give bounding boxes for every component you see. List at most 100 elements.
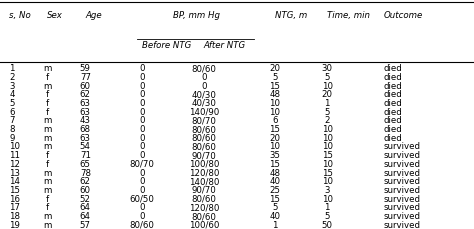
Text: 0: 0 <box>139 169 145 177</box>
Text: 10: 10 <box>9 142 20 151</box>
Text: 25: 25 <box>269 186 281 195</box>
Text: 10: 10 <box>321 134 333 143</box>
Text: 6: 6 <box>9 108 15 117</box>
Text: s, No: s, No <box>9 11 31 20</box>
Text: 40/30: 40/30 <box>191 99 216 108</box>
Text: f: f <box>46 99 49 108</box>
Text: 90/70: 90/70 <box>191 151 216 160</box>
Text: 1: 1 <box>324 203 330 212</box>
Text: 64: 64 <box>80 212 91 221</box>
Text: 80/60: 80/60 <box>191 134 216 143</box>
Text: 80/60: 80/60 <box>191 142 216 151</box>
Text: 0: 0 <box>139 99 145 108</box>
Text: 3: 3 <box>9 82 15 90</box>
Text: 50: 50 <box>321 221 333 229</box>
Text: 1: 1 <box>324 99 330 108</box>
Text: 80/70: 80/70 <box>130 160 155 169</box>
Text: m: m <box>43 169 52 177</box>
Text: 0: 0 <box>139 203 145 212</box>
Text: survived: survived <box>384 212 421 221</box>
Text: f: f <box>46 195 49 204</box>
Text: 10: 10 <box>321 195 333 204</box>
Text: m: m <box>43 177 52 186</box>
Text: 14: 14 <box>9 177 20 186</box>
Text: 10: 10 <box>321 142 333 151</box>
Text: 0: 0 <box>139 142 145 151</box>
Text: 30: 30 <box>321 64 333 73</box>
Text: 4: 4 <box>9 90 15 99</box>
Text: 35: 35 <box>269 151 281 160</box>
Text: 0: 0 <box>139 73 145 82</box>
Text: died: died <box>384 134 403 143</box>
Text: died: died <box>384 82 403 90</box>
Text: 5: 5 <box>272 73 278 82</box>
Text: 5: 5 <box>324 108 330 117</box>
Text: f: f <box>46 160 49 169</box>
Text: Sex: Sex <box>47 11 63 20</box>
Text: died: died <box>384 90 403 99</box>
Text: 40: 40 <box>269 177 281 186</box>
Text: 5: 5 <box>324 73 330 82</box>
Text: survived: survived <box>384 160 421 169</box>
Text: 15: 15 <box>269 82 281 90</box>
Text: 80/70: 80/70 <box>191 116 216 125</box>
Text: 0: 0 <box>139 82 145 90</box>
Text: survived: survived <box>384 203 421 212</box>
Text: survived: survived <box>384 221 421 229</box>
Text: survived: survived <box>384 142 421 151</box>
Text: Before NTG: Before NTG <box>142 41 191 50</box>
Text: 15: 15 <box>269 160 281 169</box>
Text: 2: 2 <box>324 116 330 125</box>
Text: 40: 40 <box>269 212 281 221</box>
Text: 40/30: 40/30 <box>191 90 216 99</box>
Text: f: f <box>46 151 49 160</box>
Text: f: f <box>46 108 49 117</box>
Text: 65: 65 <box>80 160 91 169</box>
Text: 0: 0 <box>139 151 145 160</box>
Text: 10: 10 <box>269 108 281 117</box>
Text: 10: 10 <box>269 99 281 108</box>
Text: 100/60: 100/60 <box>189 221 219 229</box>
Text: 16: 16 <box>9 195 20 204</box>
Text: m: m <box>43 64 52 73</box>
Text: m: m <box>43 125 52 134</box>
Text: BP, mm Hg: BP, mm Hg <box>173 11 220 20</box>
Text: survived: survived <box>384 177 421 186</box>
Text: 15: 15 <box>321 169 333 177</box>
Text: 1: 1 <box>9 64 15 73</box>
Text: survived: survived <box>384 151 421 160</box>
Text: 52: 52 <box>80 195 91 204</box>
Text: 60: 60 <box>80 82 91 90</box>
Text: 57: 57 <box>80 221 91 229</box>
Text: 100/80: 100/80 <box>189 160 219 169</box>
Text: 7: 7 <box>9 116 15 125</box>
Text: 2: 2 <box>9 73 15 82</box>
Text: m: m <box>43 116 52 125</box>
Text: died: died <box>384 73 403 82</box>
Text: m: m <box>43 212 52 221</box>
Text: m: m <box>43 186 52 195</box>
Text: 20: 20 <box>321 90 333 99</box>
Text: 140/90: 140/90 <box>189 108 219 117</box>
Text: 0: 0 <box>139 64 145 73</box>
Text: survived: survived <box>384 195 421 204</box>
Text: 0: 0 <box>139 90 145 99</box>
Text: 54: 54 <box>80 142 91 151</box>
Text: 80/60: 80/60 <box>191 64 216 73</box>
Text: 12: 12 <box>9 160 20 169</box>
Text: 10: 10 <box>321 177 333 186</box>
Text: 17: 17 <box>9 203 20 212</box>
Text: 48: 48 <box>269 90 281 99</box>
Text: 0: 0 <box>139 116 145 125</box>
Text: 5: 5 <box>272 203 278 212</box>
Text: 15: 15 <box>269 125 281 134</box>
Text: 5: 5 <box>9 99 15 108</box>
Text: 11: 11 <box>9 151 20 160</box>
Text: 20: 20 <box>269 134 281 143</box>
Text: Outcome: Outcome <box>384 11 423 20</box>
Text: 68: 68 <box>80 125 91 134</box>
Text: 71: 71 <box>80 151 91 160</box>
Text: 6: 6 <box>272 116 278 125</box>
Text: 62: 62 <box>80 90 91 99</box>
Text: m: m <box>43 142 52 151</box>
